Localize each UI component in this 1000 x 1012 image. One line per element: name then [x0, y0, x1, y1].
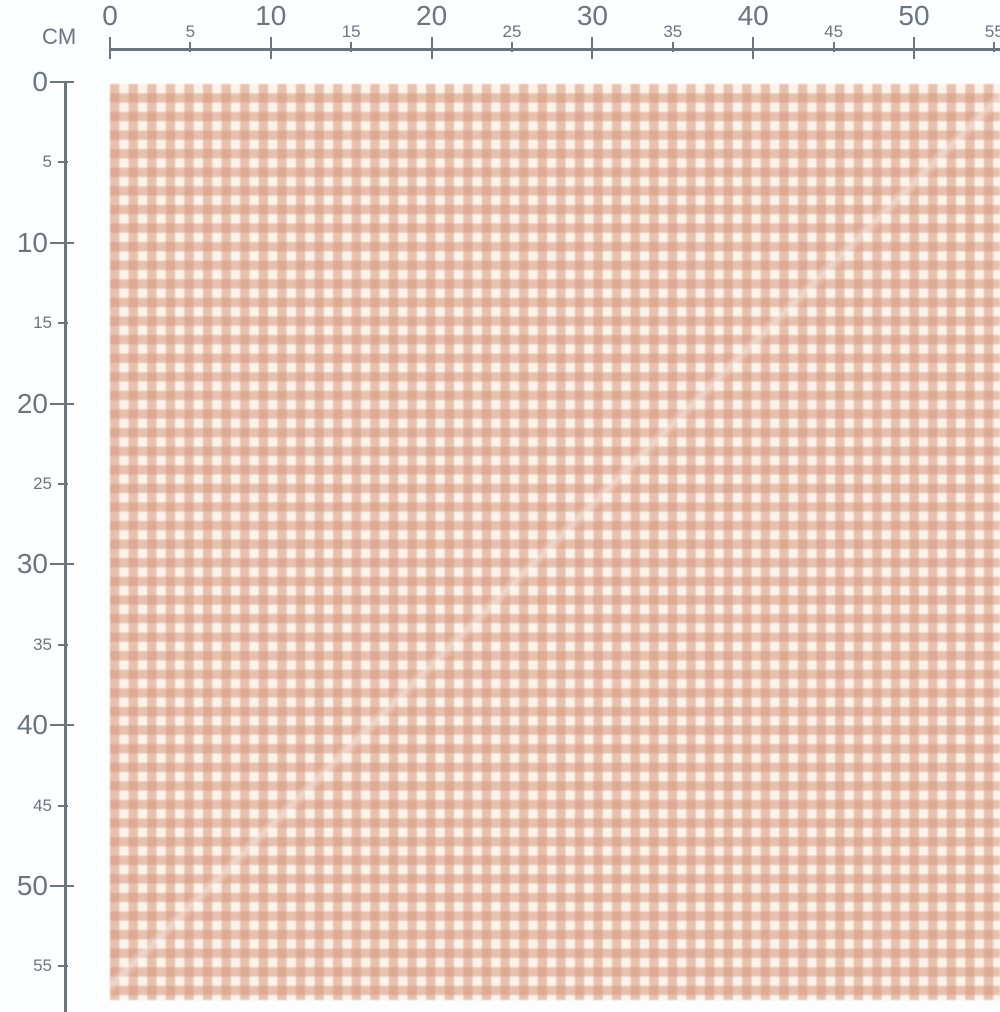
v-ruler-tick [50, 724, 74, 727]
h-ruler-label: 35 [663, 22, 683, 41]
v-ruler-label: 50 [16, 870, 48, 901]
h-ruler-tick [350, 42, 353, 52]
v-ruler-label: 40 [16, 709, 48, 741]
v-ruler-label: 45 [33, 795, 52, 815]
v-ruler-label: 35 [33, 634, 52, 654]
v-ruler-tick [58, 322, 68, 325]
h-ruler-tick [511, 42, 513, 52]
fabric-swatch [110, 84, 1000, 1000]
v-ruler-label: 25 [33, 474, 52, 493]
v-ruler-label: 20 [16, 387, 48, 419]
h-ruler-label: 50 [898, 0, 930, 31]
h-ruler-label: 10 [255, 0, 287, 31]
h-ruler-label: 55 [984, 22, 1000, 41]
v-ruler-tick [58, 161, 68, 164]
h-ruler-label: 45 [824, 22, 844, 41]
v-ruler-label: 55 [33, 956, 52, 976]
v-ruler-tick [50, 241, 74, 244]
v-ruler-tick [58, 965, 68, 968]
fabric-fold-highlight [110, 84, 1000, 1000]
v-ruler-tick [50, 563, 74, 566]
ruler-unit-label: CM [42, 24, 77, 49]
h-ruler-label: 0 [102, 0, 118, 31]
v-ruler-tick [50, 81, 74, 83]
h-ruler-tick [189, 42, 192, 52]
v-ruler-tick [50, 885, 74, 887]
h-ruler-label: 25 [502, 22, 522, 41]
h-ruler-label: 5 [185, 22, 196, 41]
v-ruler-label: 0 [32, 66, 48, 97]
vertical-ruler [64, 82, 67, 1012]
v-ruler-tick [50, 402, 74, 405]
h-ruler-tick [109, 37, 111, 59]
h-ruler-tick [269, 37, 272, 59]
v-ruler-tick [58, 643, 68, 646]
v-ruler-tick [58, 483, 68, 485]
v-ruler-label: 10 [16, 226, 48, 258]
v-ruler-label: 5 [42, 152, 52, 172]
h-ruler-label: 30 [576, 0, 608, 31]
v-ruler-label: 30 [16, 548, 48, 580]
h-ruler-tick [430, 37, 433, 59]
h-ruler-label: 20 [416, 0, 448, 31]
h-ruler-label: 40 [737, 0, 769, 31]
v-ruler-label: 15 [33, 313, 52, 333]
h-ruler-tick [832, 42, 835, 52]
h-ruler-tick [913, 37, 915, 59]
h-ruler-tick [752, 37, 755, 59]
h-ruler-tick [591, 37, 594, 59]
h-ruler-label: 15 [341, 22, 361, 41]
v-ruler-tick [58, 804, 68, 807]
h-ruler-tick [671, 42, 674, 52]
h-ruler-tick [993, 42, 996, 52]
horizontal-ruler [109, 48, 1000, 51]
